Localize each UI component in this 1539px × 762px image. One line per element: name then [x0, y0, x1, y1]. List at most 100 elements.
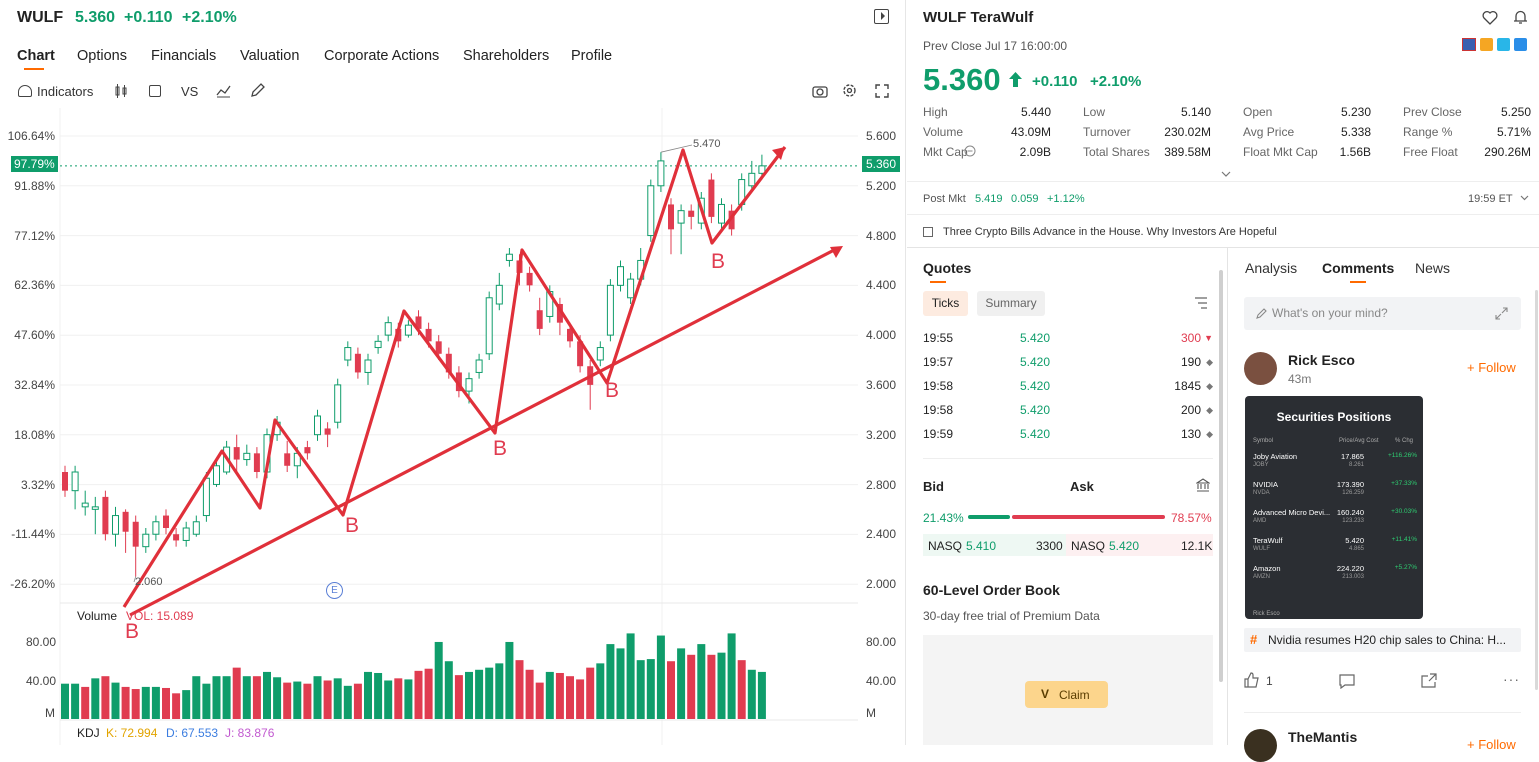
camera-icon[interactable]	[812, 84, 828, 98]
tab-news[interactable]: News	[1415, 260, 1451, 276]
tick-row: 19:55 5.420 300 ▼	[923, 331, 1213, 355]
header-change-pct: +2.10%	[182, 9, 237, 26]
high-pointer	[660, 144, 693, 153]
heart-icon[interactable]	[1482, 10, 1498, 25]
volume-bar	[454, 675, 463, 719]
comment-icon[interactable]	[1339, 674, 1355, 689]
post-username[interactable]: Rick Esco	[1288, 352, 1355, 368]
volume-bar	[162, 687, 170, 719]
candle	[192, 515, 200, 537]
stat-value: 43.09M	[1010, 125, 1051, 139]
info-icon[interactable]	[964, 145, 976, 157]
volume-bar	[141, 686, 150, 719]
position-cost: 126.259	[1342, 490, 1364, 496]
candle	[354, 347, 361, 379]
candle	[81, 490, 89, 516]
compare-button[interactable]: VS	[181, 84, 199, 99]
tab-shareholders[interactable]: Shareholders	[463, 48, 550, 64]
orderbook-title: 60-Level Order Book	[923, 582, 1060, 598]
tick-time: 19:59	[923, 427, 954, 441]
chevron-down-icon[interactable]	[1221, 171, 1231, 178]
volume-bar	[81, 686, 90, 719]
chart-panel: WULF 5.360 +0.110 +2.10% Chart Options F…	[0, 0, 906, 745]
news-icon	[923, 227, 933, 237]
positions-image[interactable]: Securities Positions Symbol Price/Avg Co…	[1245, 396, 1423, 619]
y-axis-price-tick: 4.400	[866, 278, 897, 293]
volume-bar	[465, 671, 473, 719]
topic-link[interactable]: # Nvidia resumes H20 chip sales to China…	[1244, 628, 1521, 652]
candle	[677, 204, 685, 255]
fullscreen-icon[interactable]	[875, 84, 889, 98]
candle	[213, 459, 220, 487]
tab-corporate-actions[interactable]: Corporate Actions	[324, 48, 440, 64]
candle	[495, 272, 503, 311]
layout-icon[interactable]	[149, 85, 161, 97]
volume-bar	[566, 676, 574, 719]
annotation-trendline	[129, 246, 839, 617]
quote-change-pct: +2.10%	[1090, 73, 1142, 90]
tab-options[interactable]: Options	[77, 48, 127, 64]
tab-chart[interactable]: Chart	[17, 48, 55, 64]
stat-label: Prev Close	[1403, 105, 1462, 119]
feature-icon	[1480, 38, 1493, 51]
tab-summary[interactable]: Summary	[977, 291, 1045, 316]
volume-bar	[717, 652, 726, 719]
earnings-marker[interactable]: E	[326, 582, 343, 599]
volume-bar	[424, 668, 433, 719]
indicators-button[interactable]: Indicators	[37, 84, 94, 99]
tab-financials[interactable]: Financials	[151, 48, 217, 64]
candle	[182, 521, 190, 547]
share-icon[interactable]	[1421, 673, 1437, 688]
candlestick-type-icon[interactable]	[114, 84, 128, 98]
position-name: Advanced Micro Devi...	[1253, 508, 1331, 517]
y-axis-price-tick: 3.200	[866, 427, 897, 442]
pencil-icon[interactable]	[250, 83, 265, 98]
candle	[112, 506, 119, 547]
candle	[364, 353, 372, 385]
collapse-panel-icon[interactable]	[874, 9, 889, 24]
candle	[485, 291, 493, 360]
position-price: 224.220	[1336, 564, 1364, 573]
volume-bar	[222, 676, 231, 719]
scrollbar[interactable]	[1535, 290, 1538, 690]
post-username[interactable]: TheMantis	[1288, 729, 1358, 745]
expand-icon[interactable]	[1495, 307, 1508, 320]
tab-profile[interactable]: Profile	[571, 48, 613, 64]
card-col: Symbol	[1253, 438, 1274, 444]
volume-tick: M	[866, 706, 876, 720]
more-options-icon[interactable]: ···	[1503, 671, 1520, 687]
bank-icon[interactable]	[1196, 478, 1210, 492]
list-icon[interactable]	[1194, 297, 1208, 309]
scrollbar[interactable]	[1219, 270, 1223, 682]
bid-pct: 21.43%	[923, 511, 964, 525]
bell-icon[interactable]	[1513, 9, 1528, 25]
candle	[526, 266, 533, 292]
candle	[243, 444, 251, 466]
news-headline[interactable]: Three Crypto Bills Advance in the House.…	[943, 226, 1277, 238]
volume-bar	[707, 654, 716, 719]
avatar[interactable]	[1244, 729, 1277, 762]
ticker-symbol: WULF	[17, 9, 64, 26]
position-name: Amazon	[1253, 564, 1281, 573]
tab-comments[interactable]: Comments	[1322, 260, 1395, 276]
price-chart[interactable]	[0, 0, 906, 745]
volume-tick: M	[45, 706, 55, 720]
tab-ticks[interactable]: Ticks	[923, 291, 968, 316]
tab-analysis[interactable]: Analysis	[1245, 260, 1298, 276]
tab-valuation[interactable]: Valuation	[240, 48, 300, 64]
comment-input[interactable]: What's on your mind?	[1244, 297, 1521, 330]
y-axis-pct-tick: 91.88%	[14, 178, 55, 193]
draw-lines-icon[interactable]	[216, 84, 231, 98]
down-arrow-icon: ▼	[1204, 333, 1213, 343]
chevron-down-icon[interactable]	[1520, 195, 1529, 201]
stat-value: 5.230	[1340, 105, 1371, 119]
position-chg: +30.03%	[1391, 508, 1417, 515]
stat-value: 389.58M	[1164, 145, 1211, 159]
like-icon[interactable]	[1244, 672, 1260, 688]
claim-button[interactable]: V Claim	[1025, 681, 1108, 708]
avatar[interactable]	[1244, 352, 1277, 385]
settings-gear-icon[interactable]	[842, 83, 857, 98]
follow-button[interactable]: + Follow	[1467, 360, 1516, 375]
volume-bar	[151, 686, 160, 719]
position-symbol: WULF	[1253, 546, 1270, 552]
